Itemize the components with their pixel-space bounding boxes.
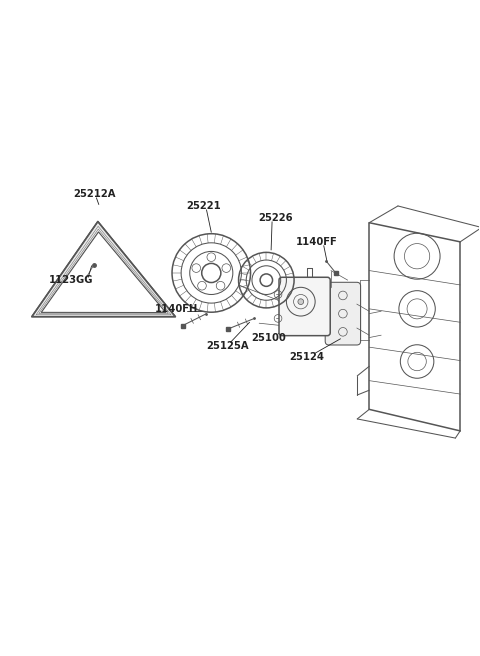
Text: 1123GG: 1123GG — [49, 275, 93, 285]
Polygon shape — [32, 222, 175, 317]
Text: 25221: 25221 — [187, 201, 221, 211]
Polygon shape — [41, 232, 166, 312]
Text: 25226: 25226 — [259, 213, 293, 223]
FancyBboxPatch shape — [279, 277, 330, 336]
Circle shape — [298, 298, 304, 304]
Text: 25124: 25124 — [289, 352, 324, 361]
Text: 25212A: 25212A — [73, 189, 115, 199]
Text: 1140FF: 1140FF — [296, 237, 337, 247]
Text: 25100: 25100 — [252, 333, 286, 342]
Text: 25125A: 25125A — [207, 341, 249, 351]
FancyBboxPatch shape — [325, 282, 360, 345]
Text: 1140FH: 1140FH — [155, 304, 198, 314]
